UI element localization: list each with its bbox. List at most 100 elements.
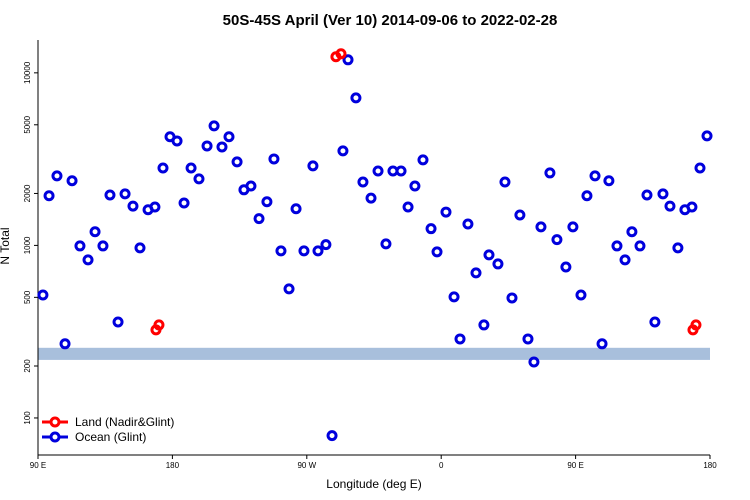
point <box>440 206 452 218</box>
point <box>619 254 631 266</box>
point <box>350 92 362 104</box>
point <box>649 316 661 328</box>
y-tick-label: 100 <box>23 411 32 425</box>
legend-marker <box>49 431 61 443</box>
point <box>153 319 165 331</box>
point <box>51 170 63 182</box>
point <box>357 176 369 188</box>
point <box>701 130 713 142</box>
point <box>431 246 443 258</box>
point <box>157 162 169 174</box>
point <box>664 200 676 212</box>
point <box>253 213 265 225</box>
point <box>672 242 684 254</box>
point <box>506 292 518 304</box>
point <box>470 267 482 279</box>
point <box>326 430 338 442</box>
point <box>261 196 273 208</box>
point <box>454 333 466 345</box>
point <box>686 201 698 213</box>
point <box>275 245 287 257</box>
point <box>37 289 49 301</box>
point <box>657 188 669 200</box>
point <box>560 261 572 273</box>
point <box>283 283 295 295</box>
point <box>402 201 414 213</box>
point <box>320 239 332 251</box>
point <box>307 160 319 172</box>
point <box>245 180 257 192</box>
point <box>365 192 377 204</box>
y-tick-label: 2000 <box>23 184 32 202</box>
point <box>690 319 702 331</box>
point <box>575 289 587 301</box>
point <box>231 156 243 168</box>
y-tick-label: 5000 <box>23 115 32 133</box>
x-tick-label: 180 <box>166 461 180 470</box>
point <box>43 190 55 202</box>
point <box>448 291 460 303</box>
point <box>483 249 495 261</box>
x-axis-label: Longitude (deg E) <box>326 477 421 491</box>
y-tick-label: 10000 <box>23 61 32 84</box>
y-axis-label: N Total <box>0 227 12 264</box>
point <box>97 240 109 252</box>
point <box>694 162 706 174</box>
x-tick-label: 90 E <box>567 461 583 470</box>
point <box>626 226 638 238</box>
point <box>66 175 78 187</box>
x-tick-label: 90 W <box>297 461 316 470</box>
point <box>193 173 205 185</box>
point <box>611 240 623 252</box>
point <box>478 319 490 331</box>
point <box>59 338 71 350</box>
x-tick-label: 90 E <box>30 461 46 470</box>
point <box>82 254 94 266</box>
point <box>380 238 392 250</box>
point <box>223 131 235 143</box>
legend-marker <box>49 416 61 428</box>
point <box>528 356 540 368</box>
point <box>372 165 384 177</box>
point <box>551 234 563 246</box>
point <box>208 120 220 132</box>
point <box>535 221 547 233</box>
point <box>581 190 593 202</box>
point <box>395 165 407 177</box>
point <box>499 176 511 188</box>
point <box>634 240 646 252</box>
point <box>127 200 139 212</box>
chart-title: 50S-45S April (Ver 10) 2014-09-06 to 202… <box>223 12 558 29</box>
point <box>596 338 608 350</box>
legend-label: Ocean (Glint) <box>75 430 146 444</box>
point <box>178 197 190 209</box>
point <box>603 175 615 187</box>
point <box>216 141 228 153</box>
point <box>89 226 101 238</box>
point <box>589 170 601 182</box>
point <box>104 189 116 201</box>
point <box>544 167 556 179</box>
point <box>337 145 349 157</box>
x-tick-label: 180 <box>703 461 717 470</box>
point <box>185 162 197 174</box>
x-tick-label: 0 <box>439 461 444 470</box>
point <box>335 48 347 60</box>
point <box>567 221 579 233</box>
point <box>492 258 504 270</box>
point <box>201 140 213 152</box>
y-tick-label: 500 <box>23 290 32 304</box>
point <box>522 333 534 345</box>
point <box>425 223 437 235</box>
point <box>112 316 124 328</box>
point <box>134 242 146 254</box>
point <box>342 54 354 66</box>
reference-band <box>38 347 710 360</box>
y-tick-label: 200 <box>23 359 32 373</box>
point <box>417 154 429 166</box>
point <box>641 189 653 201</box>
point <box>514 209 526 221</box>
point <box>290 203 302 215</box>
point <box>74 240 86 252</box>
